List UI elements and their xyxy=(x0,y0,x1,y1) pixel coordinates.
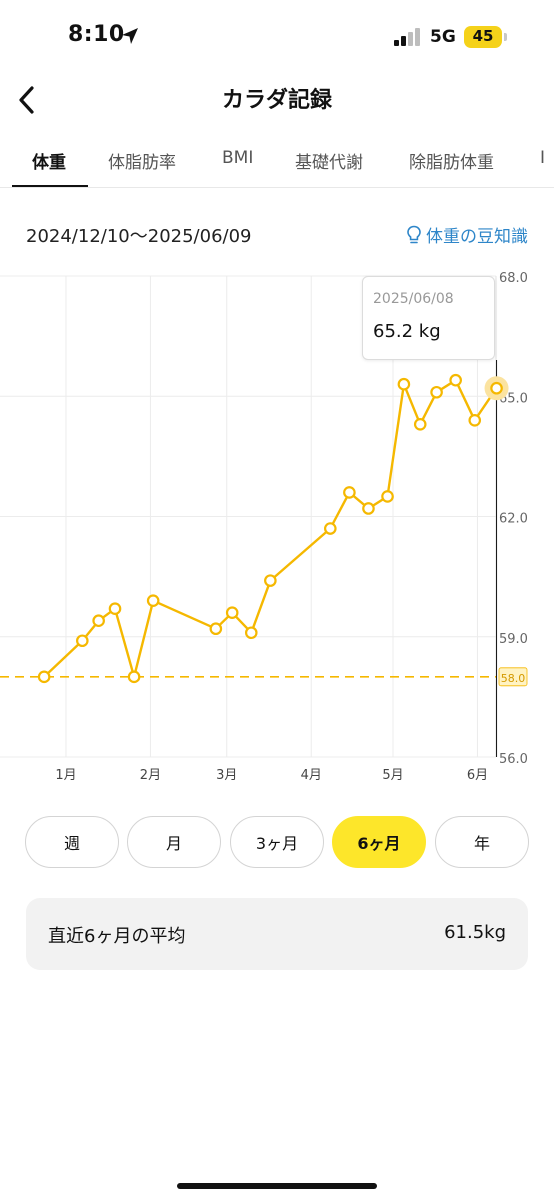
data-point xyxy=(324,522,337,535)
data-point xyxy=(92,614,105,628)
tooltip-date: 2025/06/08 xyxy=(373,291,454,307)
home-indicator xyxy=(177,1183,377,1189)
data-point xyxy=(397,377,411,391)
network-type: 5G xyxy=(430,27,456,47)
signal-icon xyxy=(394,28,420,46)
average-card: 直近6ヶ月の平均 61.5kg xyxy=(26,898,528,970)
tab-body-fat[interactable]: 体脂肪率 xyxy=(108,153,176,173)
period-week-button[interactable]: 週 xyxy=(25,816,119,868)
period-year-button[interactable]: 年 xyxy=(435,816,529,868)
period-selector: 週 月 3ヶ月 6ヶ月 年 xyxy=(0,816,554,868)
period-month-button[interactable]: 月 xyxy=(127,816,221,868)
average-value: 61.5kg xyxy=(444,922,506,943)
x-tick-label: 1月 xyxy=(55,768,76,783)
data-point xyxy=(413,418,427,431)
battery-level: 45 xyxy=(472,27,494,45)
data-point xyxy=(430,385,443,399)
weight-tips-label: 体重の豆知識 xyxy=(426,227,528,247)
data-point xyxy=(490,381,503,395)
weight-chart[interactable]: 68.0 65.0 62.0 59.0 56.0 1月 2月 3月 4月 5月 6月 58.0 xyxy=(0,262,554,792)
data-point xyxy=(209,622,223,636)
tab-basal-metabolism[interactable]: 基礎代謝 xyxy=(295,153,363,173)
target-label: 58.0 xyxy=(501,672,526,685)
data-point xyxy=(449,373,462,387)
y-tick-label: 59.0 xyxy=(499,632,528,647)
data-point xyxy=(108,602,122,615)
page-title: カラダ記録 xyxy=(221,88,332,113)
data-point xyxy=(381,490,394,503)
data-point xyxy=(468,413,482,427)
chart-tooltip: 2025/06/08 65.2 kg xyxy=(362,276,495,360)
y-tick-label: 56.0 xyxy=(499,752,528,767)
data-point xyxy=(362,502,375,515)
weight-tips-link[interactable]: 体重の豆知識 xyxy=(406,222,528,247)
tab-weight[interactable]: 体重 xyxy=(32,153,66,173)
tab-bar: 体重 体脂肪率 BMI 基礎代謝 除脂肪体重 I xyxy=(0,140,554,188)
data-point xyxy=(264,574,277,587)
status-bar: 8:10 5G 45 xyxy=(0,0,554,76)
x-tick-label: 3月 xyxy=(216,768,237,783)
period-6month-button[interactable]: 6ヶ月 xyxy=(332,816,426,868)
x-tick-label: 4月 xyxy=(301,768,322,783)
date-range: 2024/12/10〜2025/06/09 xyxy=(26,226,252,247)
data-point xyxy=(127,670,141,684)
period-3month-button[interactable]: 3ヶ月 xyxy=(230,816,324,868)
x-tick-label: 6月 xyxy=(467,768,488,783)
target-label-box xyxy=(498,667,528,687)
data-point xyxy=(76,634,89,648)
series-line xyxy=(43,379,498,678)
tab-bmi[interactable]: BMI xyxy=(222,148,254,168)
location-arrow-icon xyxy=(122,28,138,44)
data-point xyxy=(343,486,356,499)
x-tick-label: 5月 xyxy=(382,768,403,783)
y-tick-label: 68.0 xyxy=(499,271,528,286)
status-time: 8:10 xyxy=(68,22,125,47)
nav-header: カラダ記録 xyxy=(0,76,554,126)
tab-underline xyxy=(12,185,88,187)
tab-more[interactable]: I xyxy=(540,148,546,168)
data-point xyxy=(244,626,258,640)
lightbulb-icon xyxy=(407,225,421,243)
tooltip-value: 65.2 kg xyxy=(373,321,441,342)
data-point xyxy=(146,594,160,607)
data-point xyxy=(37,670,51,684)
battery-icon: 45 xyxy=(464,26,508,48)
data-point xyxy=(225,606,239,619)
average-label: 直近6ヶ月の平均 xyxy=(48,926,186,947)
tab-lean-body-mass[interactable]: 除脂肪体重 xyxy=(409,153,494,173)
x-tick-label: 2月 xyxy=(140,768,161,783)
y-tick-label: 62.0 xyxy=(499,512,528,527)
chevron-left-icon[interactable] xyxy=(12,82,42,118)
